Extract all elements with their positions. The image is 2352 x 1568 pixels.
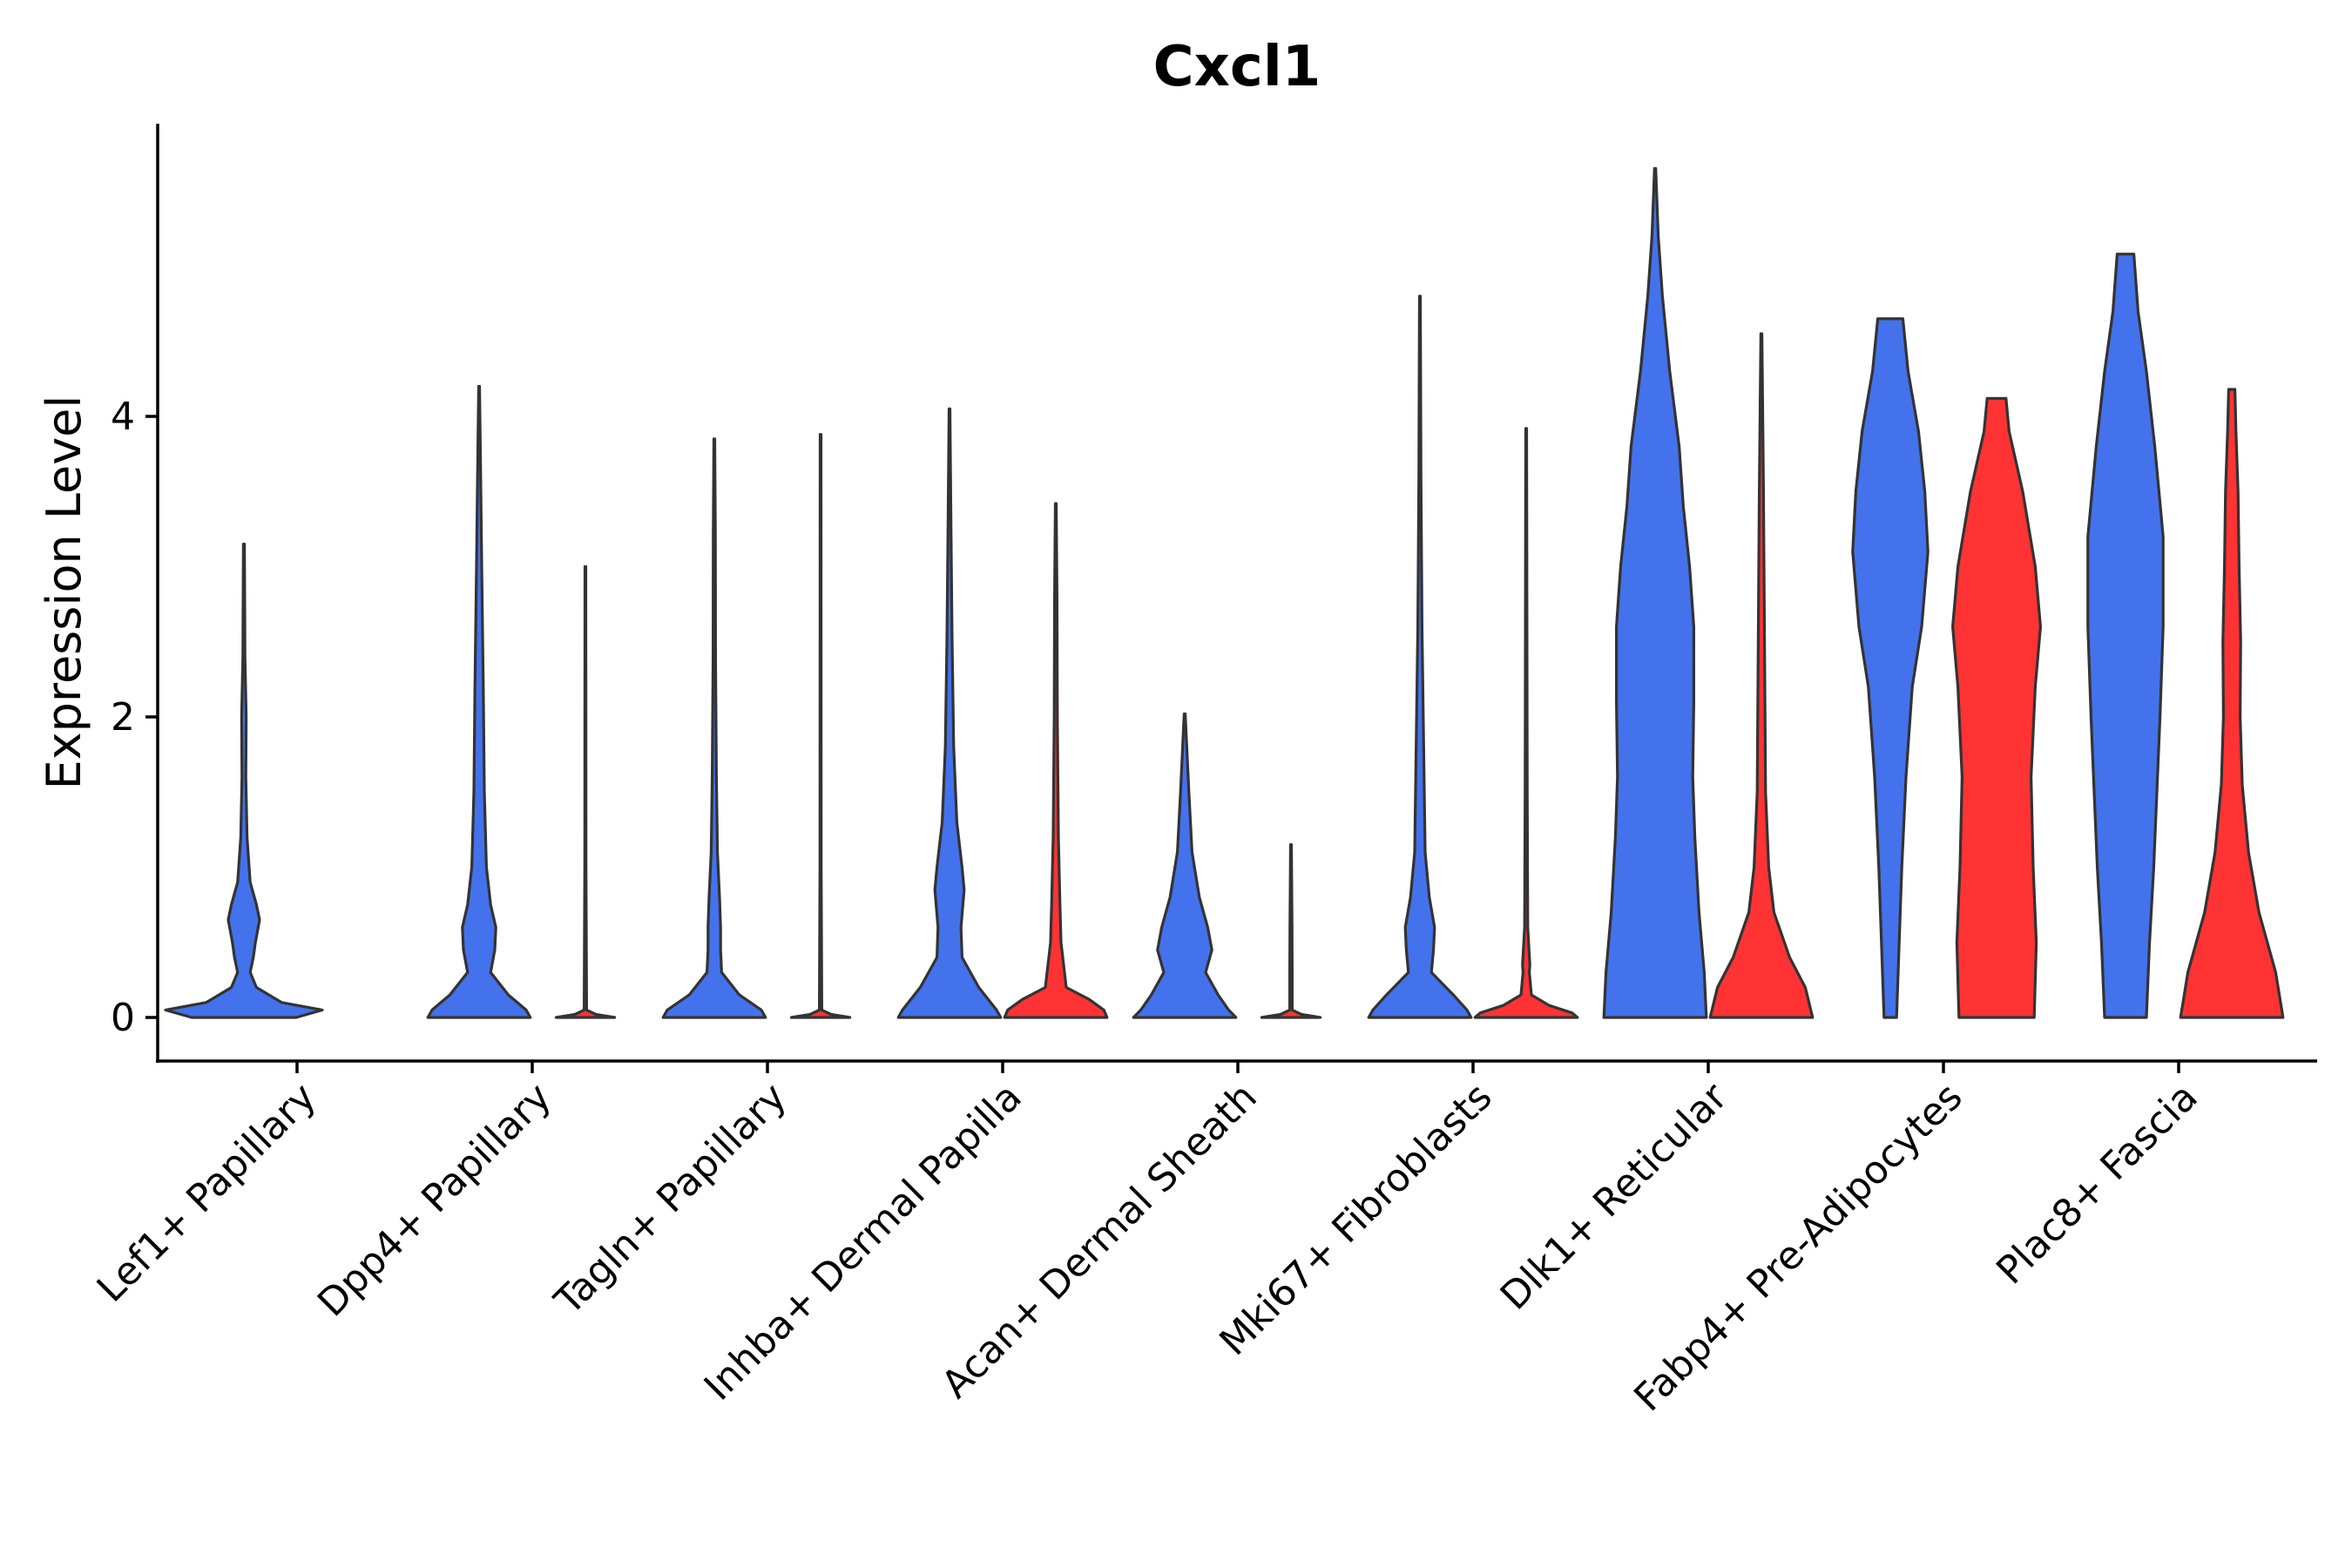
- chart-title: Cxcl1: [1153, 35, 1321, 99]
- x-tick-label: Lef1+ Papillary: [89, 1075, 325, 1311]
- violin-group2-5: [1473, 427, 1579, 1019]
- x-tick-label: Dlk1+ Reticular: [1492, 1074, 1737, 1319]
- violin-group2-1: [554, 564, 617, 1019]
- violin-group1-1: [426, 384, 532, 1019]
- y-tick-label: 0: [111, 996, 135, 1040]
- violin-group2-8: [2179, 388, 2285, 1019]
- violin-group1-6: [1602, 166, 1708, 1019]
- violin-group1-0: [164, 543, 324, 1019]
- violin-group2-4: [1260, 843, 1322, 1019]
- violin-group1-4: [1132, 712, 1238, 1019]
- violins-layer: [164, 166, 2285, 1019]
- violin-group2-2: [789, 433, 852, 1019]
- y-ticks: 0 2 4: [111, 395, 158, 1040]
- violin-group1-8: [2086, 253, 2165, 1019]
- x-tick-label: Mki67+ Fibroblasts: [1211, 1075, 1500, 1364]
- violin-group2-3: [1003, 502, 1109, 1019]
- violin-group2-7: [1951, 396, 2042, 1019]
- violin-group1-2: [661, 437, 767, 1019]
- y-tick-label: 2: [111, 695, 135, 740]
- x-tick-label: Tagln+ Papillary: [546, 1075, 795, 1324]
- y-axis-label: Expression Level: [37, 395, 91, 790]
- x-tick-label: Dpp4+ Papillary: [309, 1075, 560, 1326]
- violin-group1-3: [896, 407, 1003, 1019]
- violin-group2-6: [1708, 332, 1815, 1019]
- y-tick-label: 4: [111, 395, 135, 439]
- x-tick-label: Plac8+ Fascia: [1988, 1075, 2207, 1294]
- violin-group1-7: [1851, 317, 1930, 1019]
- violin-group1-5: [1367, 294, 1473, 1019]
